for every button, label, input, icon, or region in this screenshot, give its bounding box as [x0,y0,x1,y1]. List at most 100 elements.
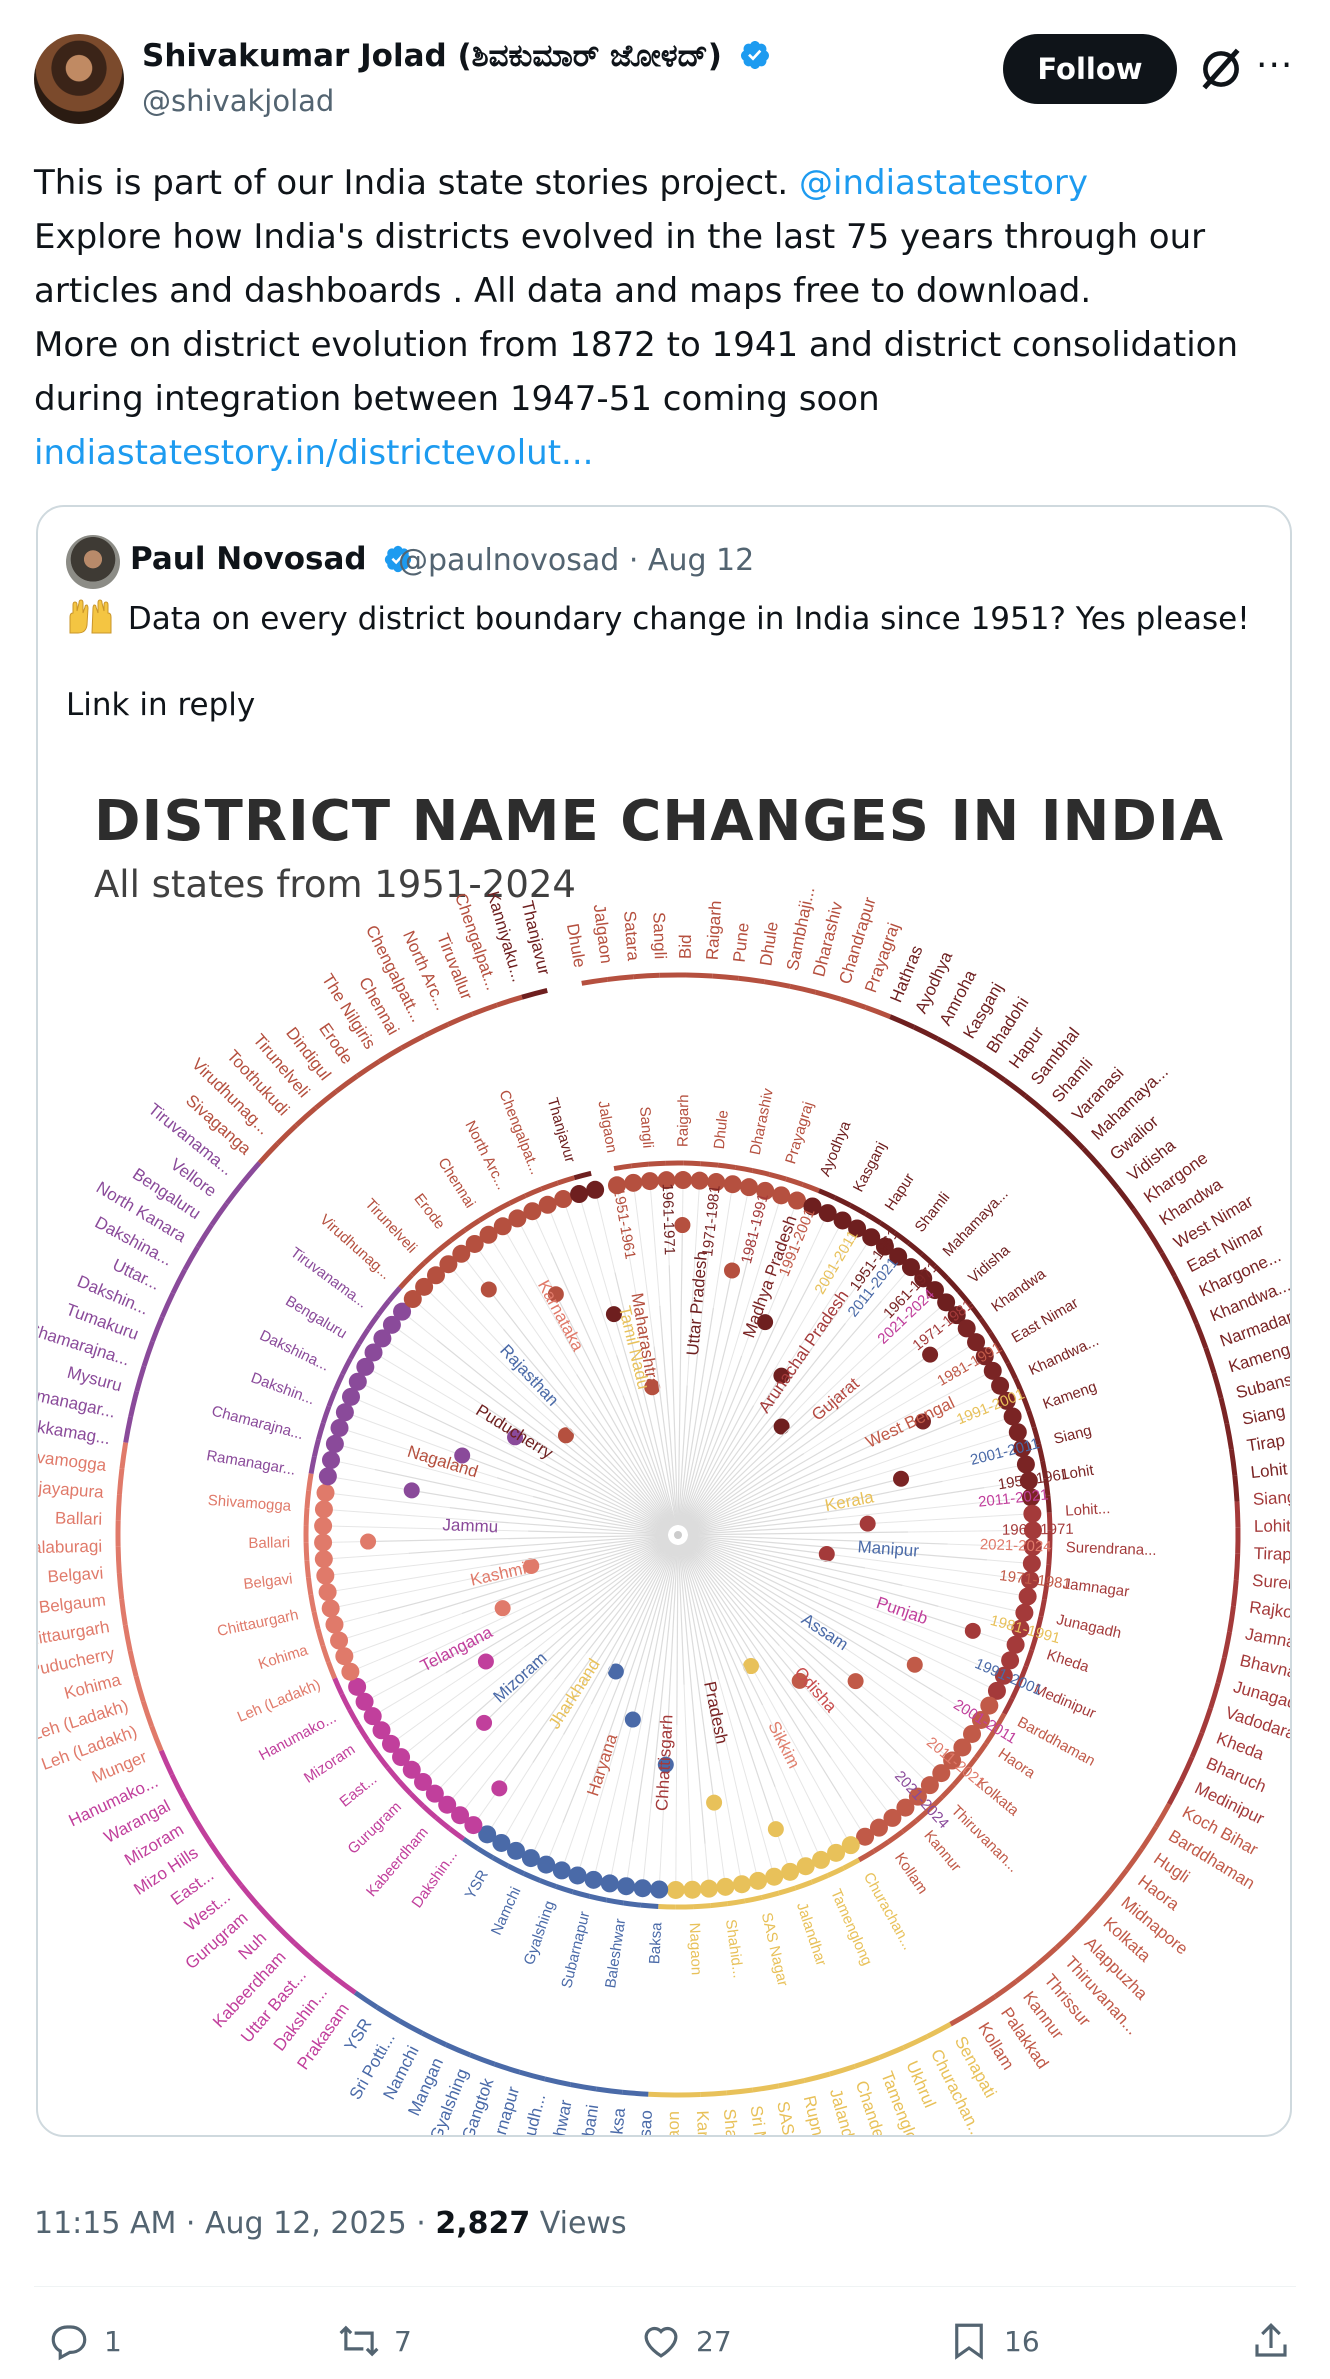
quoted-author-name-text[interactable]: Paul Novosad [130,541,367,577]
chart-district-dot[interactable] [633,1879,652,1898]
chart-district-dot[interactable] [732,1875,751,1894]
chart-period-dot[interactable] [624,1711,641,1728]
chart-district-dot[interactable] [314,1516,333,1535]
chart-period-dot[interactable] [818,1546,835,1563]
chart-district-dot[interactable] [363,1707,382,1726]
chart-district-dot[interactable] [568,1866,587,1885]
chart-district-dot[interactable] [414,1772,433,1791]
chart-district-dot[interactable] [537,1855,556,1874]
chart-district-dot[interactable] [452,1244,471,1263]
chart-district-dot[interactable] [690,1171,709,1190]
quoted-tweet-card[interactable]: Paul Novosad @paulnovosad · Aug 12 Data … [36,505,1292,2137]
chart-district-dot[interactable] [1006,1635,1025,1654]
chart-district-dot[interactable] [372,1721,391,1740]
chart-district-dot[interactable] [364,1343,383,1362]
chart-district-dot[interactable] [341,1662,360,1681]
chart-period-dot[interactable] [480,1281,497,1298]
chart-district-dot[interactable] [716,1877,735,1896]
chart-district-dot[interactable] [827,1843,846,1862]
chart-district-dot[interactable] [896,1798,915,1817]
chart-district-dot[interactable] [382,1315,401,1334]
chart-district-dot[interactable] [318,1467,337,1486]
chart-district-dot[interactable] [1013,1439,1032,1458]
chart-district-dot[interactable] [781,1862,800,1881]
chart-period-dot[interactable] [914,1413,931,1430]
chart-district-dot[interactable] [980,1696,999,1715]
chart-district-dot[interactable] [355,1692,374,1711]
chart-district-dot[interactable] [1015,1603,1034,1622]
chart-district-dot[interactable] [749,1871,768,1890]
chart-district-dot[interactable] [983,1361,1002,1380]
chart-district-dot[interactable] [740,1178,759,1197]
chart-period-dot[interactable] [964,1622,981,1639]
chart-district-dot[interactable] [650,1880,669,1899]
chart-district-dot[interactable] [521,1849,540,1868]
chart-district-dot[interactable] [1001,1651,1020,1670]
chart-district-dot[interactable] [920,1776,939,1795]
chart-district-dot[interactable] [723,1175,742,1194]
bookmark-button[interactable]: 16 [948,2316,1040,2366]
chart-period-dot[interactable] [859,1515,876,1532]
chart-district-dot[interactable] [908,1787,927,1806]
like-button[interactable]: 27 [640,2316,732,2366]
chart-district-dot[interactable] [624,1173,643,1192]
chart-district-dot[interactable] [321,1599,340,1618]
chart-district-dot[interactable] [570,1185,589,1204]
chart-district-dot[interactable] [1021,1571,1040,1590]
chart-district-dot[interactable] [415,1277,434,1296]
chart-district-dot[interactable] [348,1372,367,1391]
chart-district-dot[interactable] [812,1850,831,1869]
chart-district-dot[interactable] [803,1197,822,1216]
chart-district-dot[interactable] [584,1870,603,1889]
chart-district-dot[interactable] [657,1171,676,1190]
chart-district-dot[interactable] [392,1748,411,1767]
chart-period-dot[interactable] [893,1470,910,1487]
chart-period-dot[interactable] [773,1418,790,1435]
chart-district-dot[interactable] [925,1281,944,1300]
chart-district-dot[interactable] [883,1808,902,1827]
chart-period-dot[interactable] [906,1656,923,1673]
chart-district-dot[interactable] [330,1631,349,1650]
chart-district-dot[interactable] [554,1190,573,1209]
chart-district-dot[interactable] [438,1795,457,1814]
chart-district-dot[interactable] [314,1533,333,1552]
chart-district-dot[interactable] [967,1333,986,1352]
quoted-author-handle-date[interactable]: @paulnovosad · Aug 12 [398,543,755,578]
chart-district-dot[interactable] [1023,1537,1042,1556]
chart-district-dot[interactable] [666,1880,685,1899]
chart-period-dot[interactable] [724,1262,741,1279]
chart-district-dot[interactable] [325,1434,344,1453]
chart-district-dot[interactable] [943,1751,962,1770]
chart-district-dot[interactable] [322,1451,341,1470]
tweet-timestamp[interactable]: 11:15 AM · Aug 12, 2025 · 2,827 Views [34,2206,627,2241]
chart-district-dot[interactable] [381,1734,400,1753]
chart-district-dot[interactable] [538,1195,557,1214]
chart-district-dot[interactable] [1022,1554,1041,1573]
chart-district-dot[interactable] [1021,1488,1040,1507]
chart-district-dot[interactable] [991,1376,1010,1395]
chart-district-dot[interactable] [464,1816,483,1835]
share-button[interactable] [1250,2316,1306,2366]
chart-period-dot[interactable] [523,1558,540,1575]
chart-period-dot[interactable] [494,1600,511,1617]
chart-district-dot[interactable] [316,1566,335,1585]
chart-district-dot[interactable] [756,1181,775,1200]
chart-district-dot[interactable] [932,1764,951,1783]
chart-district-dot[interactable] [856,1827,875,1846]
author-avatar[interactable] [34,34,124,124]
chart-district-dot[interactable] [586,1180,605,1199]
chart-district-dot[interactable] [833,1211,852,1230]
chart-period-dot[interactable] [507,1429,524,1446]
chart-district-dot[interactable] [465,1234,484,1253]
chart-period-dot[interactable] [674,1217,691,1234]
chart-district-dot[interactable] [348,1677,367,1696]
author-name[interactable]: Shivakumar Jolad (ಶಿವಕುಮಾರ್ ಜೋಳದ್) [142,38,771,75]
grok-icon[interactable] [1196,44,1246,94]
chart-district-dot[interactable] [937,1293,956,1312]
chart-district-dot[interactable] [479,1225,498,1244]
chart-district-dot[interactable] [607,1176,626,1195]
chart-period-dot[interactable] [360,1533,377,1550]
chart-district-dot[interactable] [889,1247,908,1266]
quoted-author-name[interactable]: Paul Novosad [130,541,413,577]
chart-district-dot[interactable] [451,1806,470,1825]
